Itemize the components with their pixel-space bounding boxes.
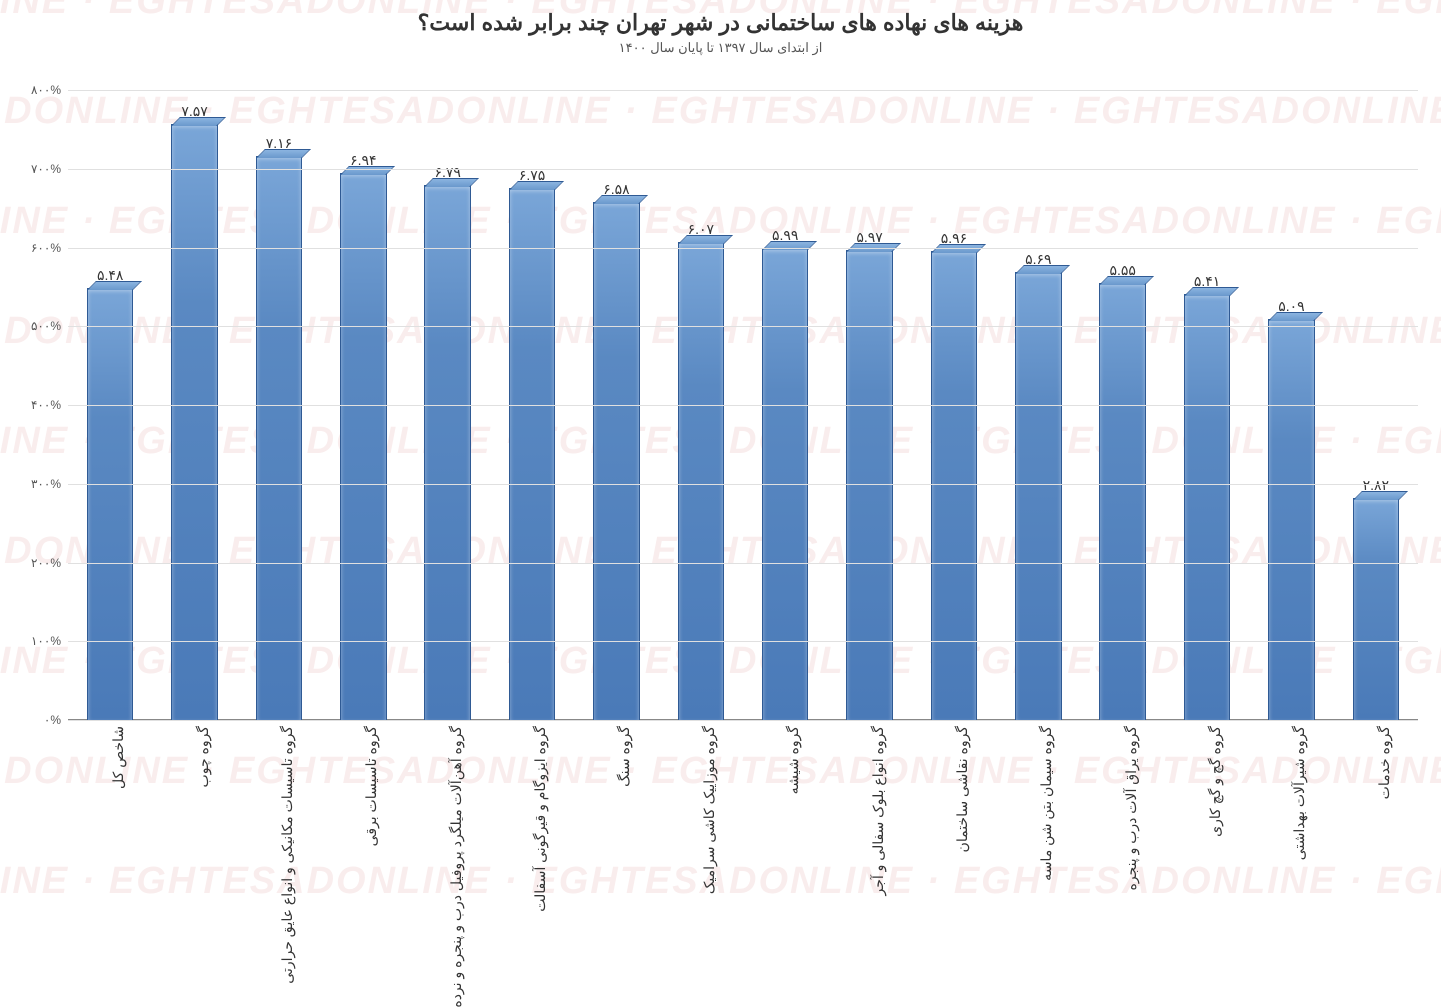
x-label-slot: گروه آهن‌آلات میلگرد پروفیل درب و پنجره … xyxy=(406,720,490,960)
y-axis-tick-label: ۷۰۰% xyxy=(13,162,61,176)
x-label-slot: گروه شیرآلات بهداشتی xyxy=(1249,720,1333,960)
x-axis-category-label: گروه تاسیسات برقی xyxy=(363,726,380,846)
y-axis-tick-label: ۶۰۰% xyxy=(13,241,61,255)
x-axis-category-label: گروه موزاییک کاشی سرامیک xyxy=(701,726,718,894)
x-label-slot: گروه خدمات xyxy=(1334,720,1418,960)
x-axis-category-label: گروه چوب xyxy=(195,726,212,787)
y-axis-tick-label: ۰% xyxy=(13,713,61,727)
x-label-slot: گروه یراق آلات درب و پنجره xyxy=(1081,720,1165,960)
bar xyxy=(87,288,133,720)
grid-line xyxy=(68,169,1418,170)
x-label-slot: گروه ایزوگام و قیرگونی آسفالت xyxy=(490,720,574,960)
grid-line xyxy=(68,326,1418,327)
bar xyxy=(593,202,639,720)
y-axis-tick-label: ۱۰۰% xyxy=(13,634,61,648)
chart-subtitle: از ابتدای سال ۱۳۹۷ تا پایان سال ۱۴۰۰ xyxy=(0,36,1441,56)
grid-line xyxy=(68,90,1418,91)
grid-line xyxy=(68,248,1418,249)
x-label-slot: گروه شیشه xyxy=(743,720,827,960)
bar xyxy=(1268,319,1314,720)
x-axis-category-label: گروه گچ و گچ کاری xyxy=(1207,726,1224,837)
x-axis-category-label: گروه آهن‌آلات میلگرد پروفیل درب و پنجره … xyxy=(448,726,465,1008)
grid-line xyxy=(68,405,1418,406)
x-labels-area: شاخص کل گروه چوب گروه تاسیسات مکانیکی و ان… xyxy=(68,720,1418,960)
x-label-slot: گروه چوب xyxy=(152,720,236,960)
y-axis-tick-label: ۸۰۰% xyxy=(13,83,61,97)
x-axis-category-label: گروه سنگ xyxy=(616,726,633,787)
x-label-slot: گروه سنگ xyxy=(574,720,658,960)
x-label-slot: گروه گچ و گچ کاری xyxy=(1165,720,1249,960)
bar xyxy=(1015,272,1061,720)
bar xyxy=(1184,294,1230,720)
x-label-slot: گروه موزاییک کاشی سرامیک xyxy=(659,720,743,960)
x-axis-category-label: شاخص کل xyxy=(110,726,127,789)
x-axis-category-label: گروه خدمات xyxy=(1376,726,1393,799)
x-axis-category-label: گروه شیشه xyxy=(785,726,802,794)
bar xyxy=(1353,498,1399,720)
bar xyxy=(931,251,977,720)
bar xyxy=(340,173,386,720)
chart-title: هزینه های نهاده های ساختمانی در شهر تهرا… xyxy=(0,0,1441,36)
grid-line xyxy=(68,563,1418,564)
bar xyxy=(171,124,217,720)
bar xyxy=(1099,283,1145,720)
bar xyxy=(256,156,302,720)
x-label-slot: گروه نقاشی ساختمان xyxy=(912,720,996,960)
x-label-slot: گروه تاسیسات برقی xyxy=(321,720,405,960)
x-axis-category-label: گروه انواع بلوک سفالی و آجر xyxy=(870,726,887,896)
grid-line xyxy=(68,641,1418,642)
x-axis-category-label: گروه یراق آلات درب و پنجره xyxy=(1123,726,1140,891)
plot-area: ۵.۴۸۷.۵۷۷.۱۶۶.۹۴۶.۷۹۶.۷۵۶.۵۸۶.۰۷۵.۹۹۵.۹۷… xyxy=(68,90,1418,720)
x-label-slot: گروه تاسیسات مکانیکی و انواع عایق حرارتی xyxy=(237,720,321,960)
bar xyxy=(846,250,892,720)
chart-container: هزینه های نهاده های ساختمانی در شهر تهرا… xyxy=(0,0,1441,967)
x-axis-category-label: گروه شیرآلات بهداشتی xyxy=(1291,726,1308,860)
bar xyxy=(424,185,470,720)
grid-line xyxy=(68,484,1418,485)
x-label-slot: گروه سیمان بتن شن ماسه xyxy=(996,720,1080,960)
y-axis-tick-label: ۵۰۰% xyxy=(13,319,61,333)
x-axis-category-label: گروه ایزوگام و قیرگونی آسفالت xyxy=(532,726,549,912)
x-axis-category-label: گروه نقاشی ساختمان xyxy=(954,726,971,852)
x-label-slot: شاخص کل xyxy=(68,720,152,960)
y-axis-tick-label: ۴۰۰% xyxy=(13,398,61,412)
x-label-slot: گروه انواع بلوک سفالی و آجر xyxy=(827,720,911,960)
x-axis-category-label: گروه تاسیسات مکانیکی و انواع عایق حرارتی xyxy=(279,726,296,984)
x-axis-category-label: گروه سیمان بتن شن ماسه xyxy=(1038,726,1055,881)
y-axis-tick-label: ۳۰۰% xyxy=(13,477,61,491)
bar xyxy=(678,242,724,720)
y-axis-tick-label: ۲۰۰% xyxy=(13,556,61,570)
